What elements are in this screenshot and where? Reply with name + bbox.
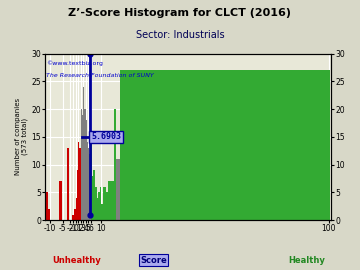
Bar	[97, 198, 98, 220]
Y-axis label: Number of companies
(573 total): Number of companies (573 total)	[15, 98, 28, 176]
Bar	[100, 187, 101, 220]
Bar	[74, 209, 76, 220]
Bar	[72, 215, 73, 220]
Bar	[101, 204, 103, 220]
Bar	[116, 159, 120, 220]
Bar	[96, 187, 97, 220]
Bar	[67, 148, 69, 220]
Bar	[120, 70, 330, 220]
Bar	[88, 148, 90, 220]
Bar	[48, 209, 50, 220]
Bar	[73, 215, 74, 220]
Bar	[87, 143, 88, 220]
Bar	[82, 115, 83, 220]
Text: Healthy: Healthy	[288, 256, 325, 265]
Bar	[78, 143, 79, 220]
Bar	[111, 181, 113, 220]
Text: The Research Foundation of SUNY: The Research Foundation of SUNY	[46, 73, 154, 78]
Bar	[86, 120, 87, 220]
Text: 5.6903: 5.6903	[91, 132, 121, 141]
Bar	[113, 109, 116, 220]
Bar	[81, 109, 82, 220]
Bar	[91, 143, 92, 220]
Text: Z’-Score Histogram for CLCT (2016): Z’-Score Histogram for CLCT (2016)	[68, 8, 292, 18]
Bar	[108, 181, 111, 220]
Text: Unhealthy: Unhealthy	[53, 256, 101, 265]
Bar	[45, 193, 48, 220]
Bar	[90, 154, 91, 220]
Bar	[103, 187, 106, 220]
Bar	[98, 193, 100, 220]
Bar	[76, 198, 77, 220]
Bar	[59, 181, 62, 220]
Text: Score: Score	[140, 256, 167, 265]
Bar	[95, 187, 96, 220]
Bar	[93, 170, 95, 220]
Bar	[84, 109, 86, 220]
Text: ©www.textbiz.org: ©www.textbiz.org	[46, 60, 103, 66]
Bar	[92, 176, 93, 220]
Bar	[83, 87, 84, 220]
Bar	[79, 148, 81, 220]
Bar	[77, 170, 78, 220]
Bar	[106, 193, 108, 220]
Text: Sector: Industrials: Sector: Industrials	[136, 30, 224, 40]
